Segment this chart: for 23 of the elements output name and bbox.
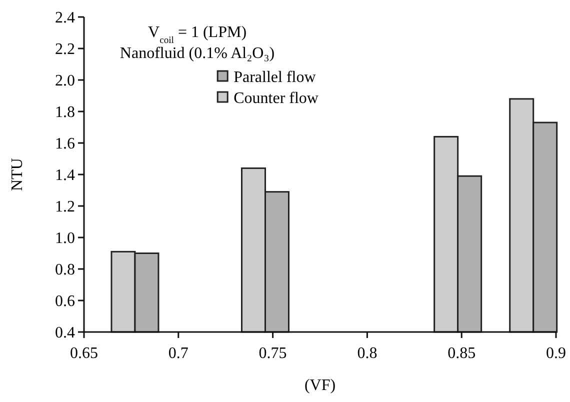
annotation: Nanofluid (0.1% Al₂O₃)	[120, 45, 275, 62]
x-tick-label: 0.65	[70, 345, 98, 362]
y-tick-label: 2.4	[55, 10, 75, 27]
legend-label: Counter flow	[234, 90, 319, 107]
y-tick-label: 1.4	[55, 167, 75, 184]
y-tick-label: 1.6	[55, 136, 75, 153]
legend-label: Parallel flow	[234, 69, 316, 86]
y-tick-label: 2.2	[55, 41, 75, 58]
y-tick-label: 1.8	[55, 104, 75, 122]
y-tick-label: 0.8	[55, 262, 75, 279]
x-tick-label: 0.9	[546, 345, 566, 362]
y-tick-label: 2.0	[55, 72, 75, 90]
x-axis-title: (VF)	[304, 377, 336, 394]
y-axis-title: NTU	[9, 158, 26, 191]
x-tick-label: 0.7	[168, 345, 188, 362]
y-tick-label: 0.6	[55, 293, 75, 310]
y-tick-label: 1.0	[55, 230, 75, 248]
y-tick-label: 0.4	[55, 324, 75, 342]
x-tick-label: 0.8	[357, 345, 378, 362]
x-tick-label: 0.85	[448, 345, 476, 362]
x-tick-label: 0.75	[258, 345, 287, 362]
y-tick-label: 1.2	[55, 198, 75, 216]
annotation: V$_{coil}$ = 1 (LPM)	[148, 24, 247, 46]
